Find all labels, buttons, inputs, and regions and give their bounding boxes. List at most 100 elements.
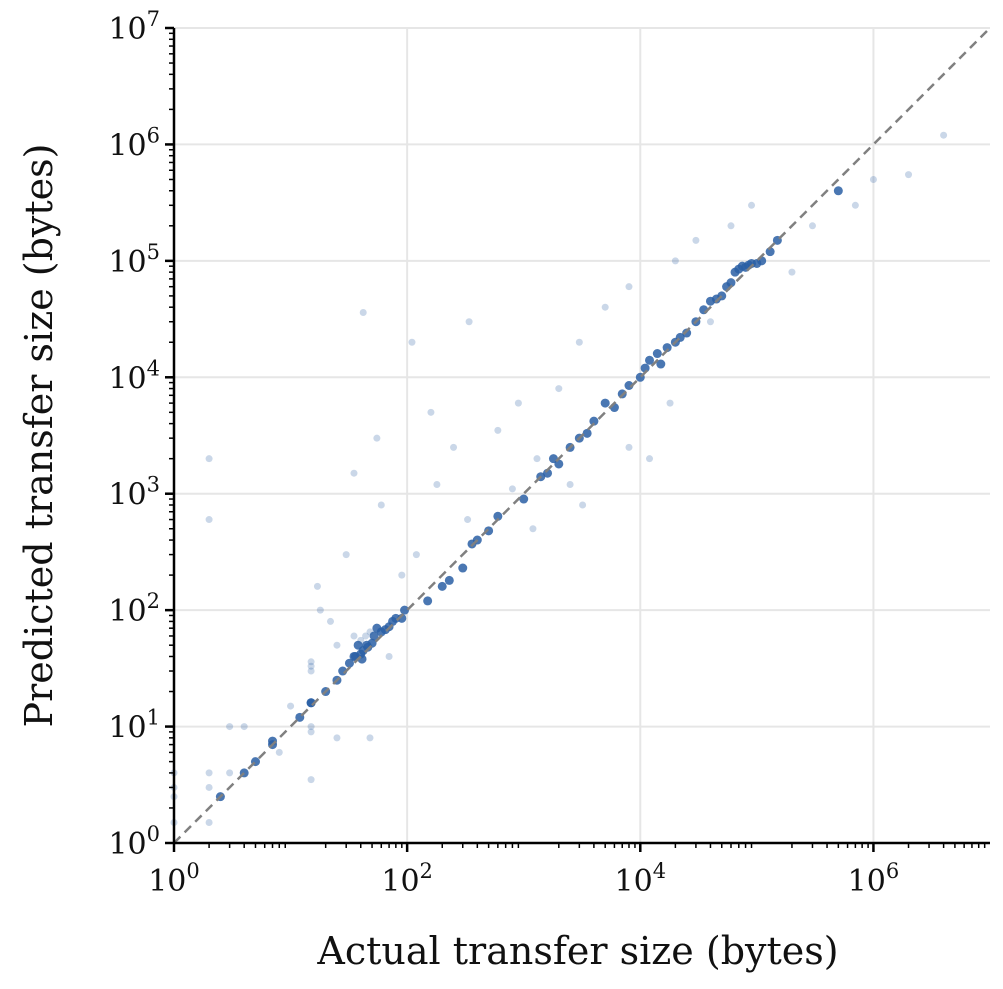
scatter-point: [307, 776, 315, 784]
scatter-point: [579, 501, 587, 509]
scatter-point: [646, 455, 654, 463]
scatter-point: [444, 575, 454, 585]
scatter-point: [412, 551, 420, 559]
scatter-point: [307, 662, 315, 670]
scatter-point: [869, 175, 877, 183]
reference-line-y-equals-x: [173, 27, 991, 844]
scatter-points: [170, 131, 948, 826]
scatter-point: [645, 355, 655, 365]
y-axis-title: Predicted transfer size (bytes): [17, 144, 61, 728]
y-tick-label: 101: [108, 706, 160, 746]
scatter-point: [369, 631, 379, 641]
scatter-point: [682, 328, 692, 338]
scatter-point: [662, 343, 672, 353]
scatter-point: [359, 309, 367, 317]
x-tick-label: 104: [615, 859, 667, 899]
scatter-point: [333, 734, 341, 742]
scatter-point: [625, 443, 633, 451]
y-tick-label: 107: [108, 7, 160, 47]
scatter-point: [205, 455, 213, 463]
scatter-point: [666, 399, 674, 407]
y-tick-label: 102: [108, 589, 160, 629]
scatter-point: [316, 606, 324, 614]
scatter-point: [367, 638, 377, 648]
scatter-point: [582, 428, 592, 438]
scatter-point: [601, 303, 609, 311]
scatter-point: [205, 818, 213, 826]
scatter-point: [205, 769, 213, 777]
scatter-point: [514, 399, 522, 407]
scatter-point: [423, 596, 433, 606]
scatter-point: [589, 416, 599, 426]
scatter-point: [788, 268, 796, 276]
scatter-point: [427, 408, 435, 416]
scatter-point: [940, 131, 948, 139]
scatter-point: [706, 318, 714, 326]
scatter-point: [313, 582, 321, 590]
scatter-point: [905, 171, 913, 179]
scatter-point: [240, 723, 248, 731]
scatter-point: [398, 571, 406, 579]
scatter-point: [484, 526, 494, 536]
scatter-point: [464, 516, 472, 524]
scatter-point: [342, 551, 350, 559]
scatter-point: [326, 617, 334, 625]
y-tick-label: 100: [108, 822, 160, 862]
scatter-point: [362, 632, 370, 640]
scatter-point: [433, 480, 441, 488]
tick-labels: 100 102 104 106 100 101 102 103 104 105 106 107: [108, 7, 899, 899]
scatter-point: [385, 652, 393, 660]
scatter-point: [307, 658, 315, 666]
scatter-point: [465, 318, 473, 326]
scatter-point: [748, 201, 756, 209]
scatter-point: [344, 658, 354, 668]
x-tick-label: 100: [148, 859, 200, 899]
scatter-point: [519, 494, 529, 504]
scatter-point: [727, 222, 735, 230]
scatter-point: [671, 257, 679, 265]
scatter-point: [377, 501, 385, 509]
scatter-point: [656, 359, 666, 369]
scatter-point: [555, 385, 563, 393]
scatter-point: [529, 525, 537, 533]
scatter-point: [350, 632, 358, 640]
x-tick-label: 102: [381, 859, 433, 899]
scatter-point: [458, 563, 468, 573]
scatter-point: [493, 511, 503, 521]
axis-ticks: [165, 26, 986, 852]
scatter-point: [494, 426, 502, 434]
scatter-point: [533, 455, 541, 463]
scatter-point: [226, 769, 234, 777]
scatter-point: [226, 723, 234, 731]
scatter-point: [692, 236, 700, 244]
scatter-point: [307, 723, 315, 731]
scatter-point: [652, 349, 662, 359]
scatter-point: [851, 201, 859, 209]
scatter-point: [287, 702, 295, 710]
scatter-point: [808, 222, 816, 230]
scatter-point: [373, 434, 381, 442]
axes: [172, 28, 990, 845]
scatter-point: [625, 283, 633, 291]
scatter-point: [408, 338, 416, 346]
scatter-point: [205, 516, 213, 524]
y-tick-label: 104: [108, 356, 160, 396]
scatter-point: [600, 398, 610, 408]
x-axis-title: Actual transfer size (bytes): [316, 929, 838, 973]
scatter-point: [833, 186, 843, 196]
scatter-point: [333, 641, 341, 649]
scatter-point: [726, 278, 736, 288]
scatter-point: [275, 748, 283, 756]
y-tick-label: 106: [108, 123, 160, 163]
scatter-point: [307, 728, 315, 736]
scatter-point: [205, 783, 213, 791]
scatter-point: [575, 338, 583, 346]
scatter-point: [450, 443, 458, 451]
y-tick-label: 103: [108, 473, 160, 513]
scatter-point: [566, 480, 574, 488]
x-tick-label: 106: [848, 859, 900, 899]
scatter-point: [508, 485, 516, 493]
scatter-point: [350, 469, 358, 477]
scatter-point: [400, 605, 410, 615]
